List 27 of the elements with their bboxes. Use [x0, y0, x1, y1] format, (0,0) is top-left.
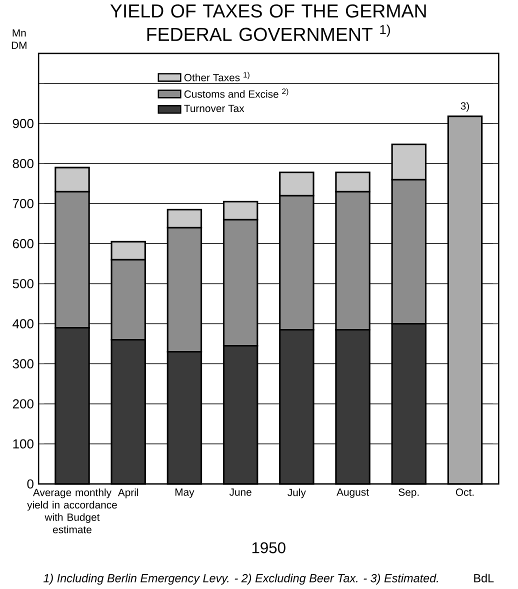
legend-label: Turnover Tax [184, 104, 244, 112]
chart-title: YIELD OF TAXES OF THE GERMAN FEDERAL GOVERNMENT $^{1)}$ [110, 4, 426, 42]
y-tick-label: 700 [13, 199, 34, 208]
y-tick-label: 300 [12, 359, 34, 368]
y-tick-label: 800 [13, 158, 34, 168]
legend-label: Other Taxes $^{1)}$ [184, 72, 250, 82]
x-tick-label: July [288, 488, 306, 498]
y-tick-label: 900 [13, 118, 34, 128]
x-tick-label: Average monthly yield in accordance with Budget estimate [27, 488, 118, 534]
x-tick-label: April [118, 488, 138, 498]
y-tick-label: 400 [12, 319, 34, 328]
x-axis-title: 1950 [252, 542, 286, 554]
y-tick-label: 0 [27, 479, 34, 489]
x-tick-label: Sep. [398, 488, 419, 498]
y-tick-label: 500 [13, 279, 34, 288]
annotation: 3) [461, 102, 470, 112]
y-tick-label: 600 [13, 239, 34, 248]
x-tick-label: Oct. [456, 488, 474, 496]
x-tick-label: May [176, 488, 195, 498]
x-tick-label: August [336, 488, 370, 498]
y-axis-title: Mn DM [12, 29, 27, 49]
x-tick-label: June [230, 488, 252, 496]
y-tick-label: 200 [13, 399, 34, 408]
text: 1) Including Berlin Emergency Levy. - 2) Excluding Beer Tax. - 3) Estimated. [44, 574, 438, 585]
legend-label: Customs and Excise $^{2)}$ [184, 88, 288, 98]
text: BdL [474, 574, 494, 582]
y-tick-label: 100 [14, 439, 34, 448]
